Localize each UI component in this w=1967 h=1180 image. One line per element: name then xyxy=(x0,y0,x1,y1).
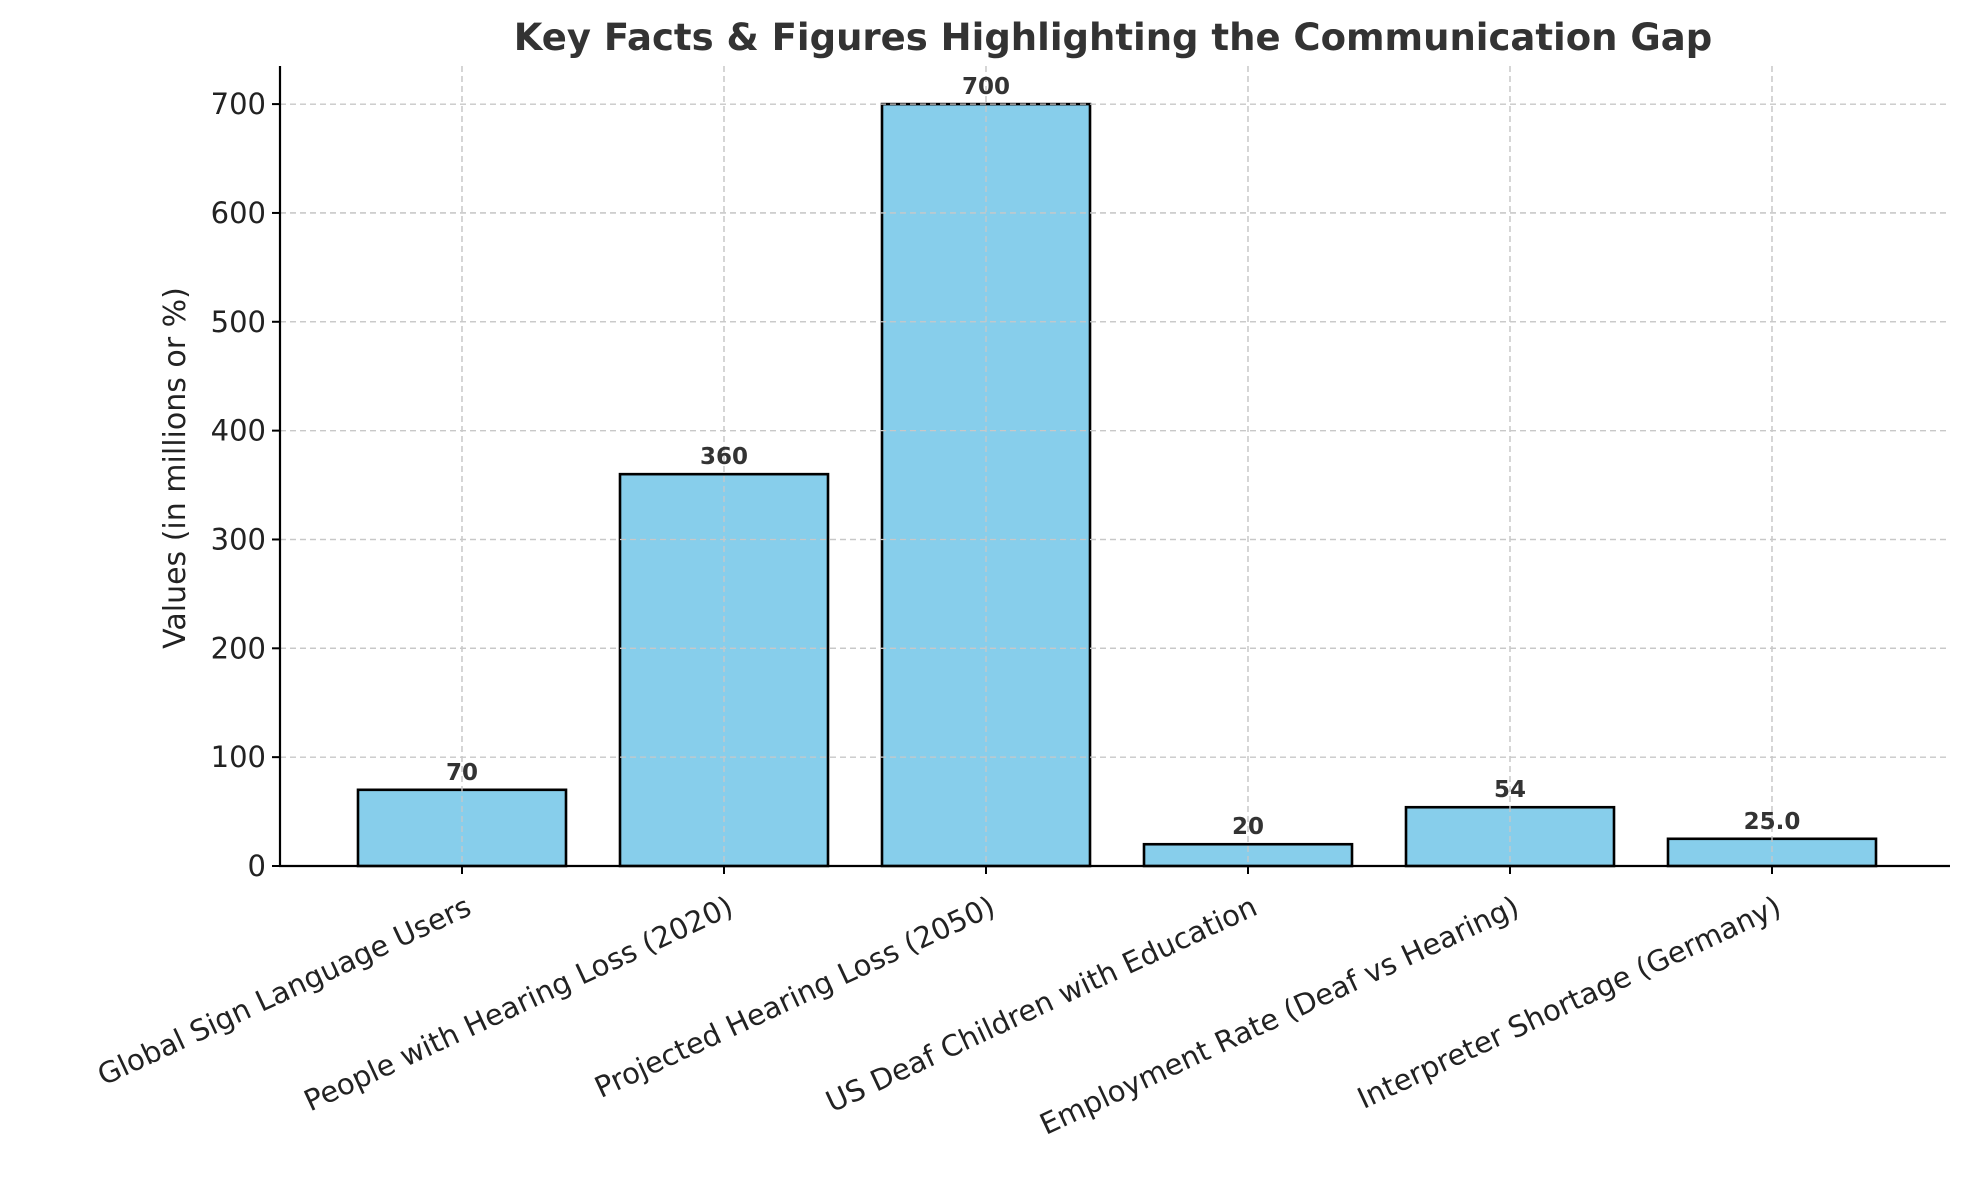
bar-value-label: 25.0 xyxy=(1744,809,1801,835)
grid xyxy=(280,66,1950,866)
x-tick-label: Projected Hearing Loss (2050) xyxy=(589,889,1000,1105)
x-tick-label: Interpreter Shortage (Germany) xyxy=(1352,889,1786,1115)
y-tick-label: 300 xyxy=(211,522,266,556)
y-tick-label: 0 xyxy=(248,849,266,883)
chart-title: Key Facts & Figures Highlighting the Com… xyxy=(514,16,1712,59)
y-tick-label: 400 xyxy=(211,414,266,448)
x-tick-label: People with Hearing Loss (2020) xyxy=(299,889,738,1118)
y-tick-label: 200 xyxy=(211,631,266,665)
bar-value-label: 360 xyxy=(700,444,748,470)
bar-value-label: 700 xyxy=(962,74,1010,100)
x-tick-label: US Deaf Children with Education xyxy=(821,889,1262,1119)
x-tick-label: Employment Rate (Deaf vs Hearing) xyxy=(1034,889,1524,1141)
bar-value-label: 54 xyxy=(1494,777,1526,803)
y-axis-label: Values (in millions or %) xyxy=(158,287,193,649)
y-tick-label: 500 xyxy=(211,305,266,339)
y-tick-label: 100 xyxy=(211,740,266,774)
axes xyxy=(272,66,1950,874)
y-tick-label: 700 xyxy=(211,87,266,121)
y-tick-label: 600 xyxy=(211,196,266,230)
bars xyxy=(280,66,1950,868)
bar-value-label: 70 xyxy=(446,760,478,786)
bar-value-label: 20 xyxy=(1232,814,1264,840)
